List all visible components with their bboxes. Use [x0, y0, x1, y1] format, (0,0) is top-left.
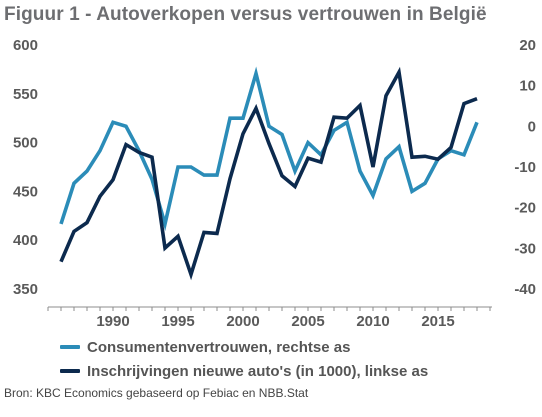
legend-item-inschrijvingen: Inschrijvingen nieuwe auto's (in 1000), …	[60, 359, 428, 383]
y-right-tick-label: 10	[519, 78, 536, 95]
chart-title: Figuur 1 - Autoverkopen versus vertrouwe…	[4, 4, 487, 25]
y-left-tick-label: 400	[13, 232, 38, 249]
x-tick-label: 1990	[96, 313, 129, 330]
y-right-tick-label: 20	[519, 37, 536, 54]
series-line-consumentenvertrouwen	[59, 66, 479, 232]
series-line-inschrijvingen	[59, 66, 478, 281]
legend: Consumentenvertrouwen, rechtse as Inschr…	[60, 335, 428, 383]
y-right-tick-label: 0	[528, 118, 536, 135]
x-tick-label: 2010	[356, 313, 389, 330]
y-left-tick-label: 500	[13, 135, 38, 152]
x-tick-label: 2015	[421, 313, 454, 330]
x-tick-label: 2005	[291, 313, 324, 330]
y-left-tick-label: 600	[13, 37, 38, 54]
source-note: Bron: KBC Economics gebaseerd op Febiac …	[4, 386, 309, 400]
y-right-tick-label: -30	[514, 240, 536, 257]
y-right-tick-label: -40	[514, 281, 536, 298]
legend-item-consumentenvertrouwen: Consumentenvertrouwen, rechtse as	[60, 335, 428, 359]
y-left-tick-label: 350	[13, 281, 38, 298]
legend-swatch-consumentenvertrouwen	[60, 345, 80, 349]
legend-swatch-inschrijvingen	[60, 369, 80, 373]
legend-label: Inschrijvingen nieuwe auto's (in 1000), …	[87, 362, 429, 380]
y-right-tick-label: -10	[514, 159, 536, 176]
x-tick-label: 1995	[161, 313, 194, 330]
line-chart: 350 400 450 500 550 600 -40 -30 -20 -10 0 10 20 199…	[13, 37, 536, 330]
y-left-tick-label: 550	[13, 86, 38, 103]
y-left-tick-label: 450	[13, 183, 38, 200]
legend-label: Consumentenvertrouwen, rechtse as	[87, 338, 351, 356]
x-tick-label: 2000	[226, 313, 259, 330]
y-right-tick-label: -20	[514, 200, 536, 217]
